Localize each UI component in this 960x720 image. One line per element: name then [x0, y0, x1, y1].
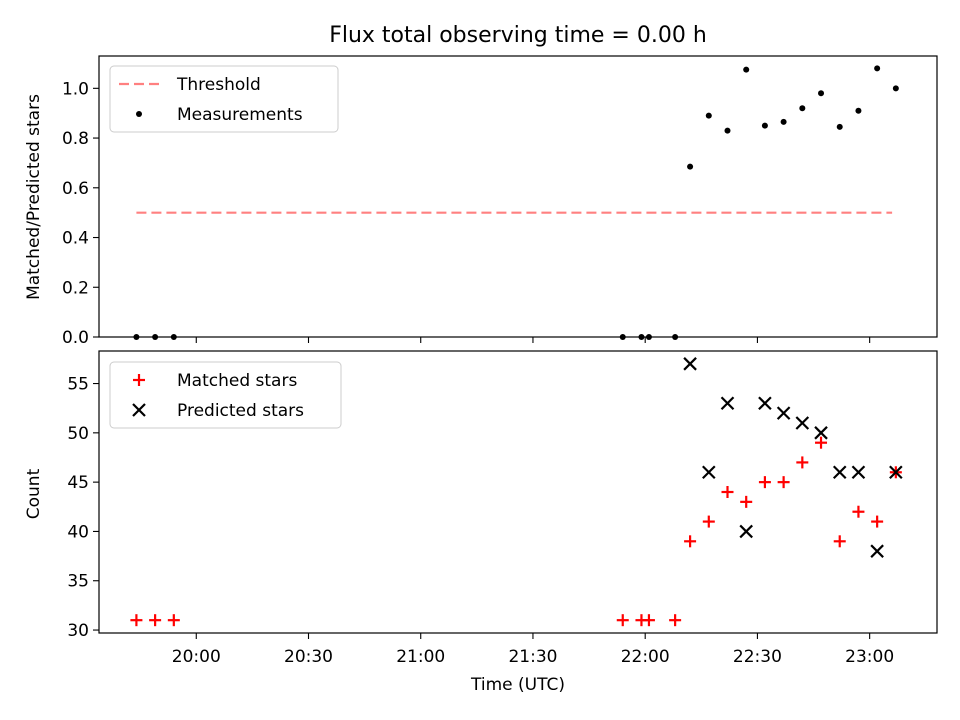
matched-star-point [721, 486, 734, 498]
measurement-point [619, 334, 626, 340]
top-legend-box [109, 65, 339, 133]
measurement-point [799, 105, 806, 112]
matched-star-point [796, 456, 809, 469]
predicted-star-point [832, 465, 847, 480]
measurement-point [152, 334, 159, 340]
bottom-legend-box [109, 361, 342, 429]
matched-star-point [642, 614, 655, 627]
measurement-point [170, 334, 177, 340]
legend-measurements-swatch [136, 111, 142, 117]
legend-predicted-swatch-b [132, 403, 146, 417]
bottom-plot-panel: 30 35 40 45 50 55 20:00 20:30 21:00 21:30 22:00 22:… [67, 350, 938, 667]
bottom-legend-label: Predicted stars [177, 401, 304, 421]
matched-star-point [167, 614, 180, 627]
predicted-star-point-b [889, 465, 903, 480]
measurement-point [780, 118, 787, 125]
measurement-point [874, 65, 881, 72]
predicted-star-point-b [720, 396, 735, 411]
top-ytick-label: 0.6 [62, 179, 89, 199]
measurement-point [761, 122, 768, 129]
measurement-point [724, 127, 731, 134]
measurement-point [892, 85, 899, 92]
measurement-point [645, 334, 652, 340]
predicted-star-point-b [795, 416, 810, 430]
predicted-star-point-b [683, 357, 697, 371]
bottom-frame [98, 350, 938, 634]
matched-star-point [616, 614, 629, 627]
predicted-star-point [889, 465, 903, 480]
x-tick-label: 23:00 [845, 647, 894, 667]
measurement-point [687, 163, 694, 170]
matched-star-point [871, 515, 884, 528]
x-axis-label: Time (UTC) [470, 675, 565, 695]
measurement-point [638, 334, 645, 340]
predicted-star-point-b [870, 544, 884, 558]
top-legend-label: Threshold [176, 75, 261, 95]
matched-star-point [758, 476, 771, 489]
top-plot-panel: 0.0 0.2 0.4 0.6 0.8 1.0 Threshold Measurements [62, 55, 938, 348]
predicted-star-point-b [739, 524, 753, 539]
measurement-point [743, 66, 750, 73]
predicted-star-point-b [702, 465, 716, 480]
matched-star-point [149, 614, 162, 627]
bottom-ytick-label: 35 [67, 572, 89, 592]
bottom-ytick-label: 40 [67, 522, 89, 542]
matched-star-point [702, 515, 715, 528]
matched-star-point [669, 614, 682, 627]
matched-star-point [777, 476, 790, 489]
predicted-star-point [776, 406, 791, 420]
measurement-point [705, 112, 712, 119]
x-tick-label: 22:30 [733, 647, 782, 667]
matched-star-point [130, 614, 143, 627]
predicted-star-point [702, 465, 716, 480]
predicted-star-point [758, 396, 772, 411]
top-ytick-label: 0.2 [62, 278, 89, 298]
x-tick-label: 20:30 [284, 647, 333, 667]
x-tick-label: 21:30 [508, 647, 557, 667]
matched-star-point [740, 495, 753, 508]
top-legend-label: Measurements [177, 105, 303, 125]
bottom-ylabel: Count [24, 468, 44, 519]
top-ytick-label: 0.0 [62, 328, 89, 348]
top-ytick-label: 0.8 [62, 129, 89, 149]
x-tick-label: 20:00 [172, 647, 221, 667]
predicted-star-point [814, 426, 828, 440]
top-ylabel: Matched/Predicted stars [24, 94, 44, 300]
predicted-star-point [870, 544, 884, 558]
predicted-star-point [720, 396, 735, 411]
matched-star-point [833, 535, 846, 548]
predicted-star-point-b [832, 465, 847, 480]
bottom-ytick-label: 50 [67, 424, 89, 444]
chart-title: Flux total observing time = 0.00 h [329, 23, 707, 48]
legend-matched-swatch [133, 374, 145, 386]
bottom-ytick-label: 55 [67, 375, 89, 395]
measurement-point [133, 334, 140, 340]
predicted-star-point [683, 357, 697, 371]
measurement-point [836, 123, 843, 130]
bottom-ytick-label: 45 [67, 473, 89, 493]
bottom-legend-label: Matched stars [177, 371, 297, 391]
predicted-star-point-b [851, 465, 866, 480]
x-tick-label: 21:00 [396, 647, 445, 667]
measurement-point [855, 107, 862, 114]
predicted-star-point-b [814, 426, 828, 440]
bottom-ytick-label: 30 [67, 621, 89, 641]
predicted-star-point [739, 524, 753, 539]
measurement-point [672, 334, 679, 340]
x-tick-label: 22:00 [621, 647, 670, 667]
top-ytick-label: 1.0 [62, 79, 89, 99]
top-frame [98, 55, 938, 338]
matched-star-point [815, 436, 828, 449]
top-ytick-label: 0.4 [62, 229, 89, 249]
matched-star-point [684, 535, 697, 548]
predicted-star-point-b [776, 406, 791, 420]
measurement-point [818, 90, 825, 97]
matched-star-point [852, 505, 865, 518]
predicted-star-point [795, 416, 810, 430]
legend-predicted-swatch [132, 403, 146, 417]
predicted-star-point [851, 465, 866, 480]
predicted-star-point-b [758, 396, 772, 411]
